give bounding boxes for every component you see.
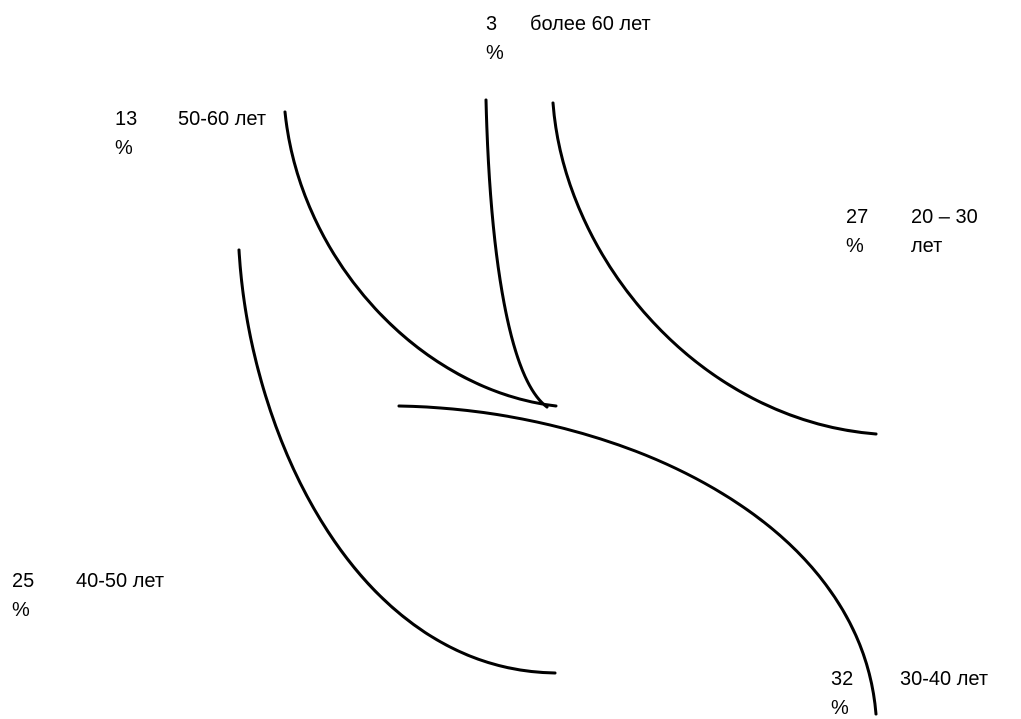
unit-label-over-60: % (486, 42, 504, 64)
value-label-20-30: 27 (846, 206, 868, 228)
leader-line-30-40 (397, 404, 878, 716)
value-label-50-60: 13 (115, 108, 137, 130)
leader-lines (237, 98, 878, 716)
value-label-40-50: 25 (12, 570, 34, 592)
category-label-30-40: 30-40 лет (900, 668, 988, 690)
unit-label-40-50: % (12, 599, 30, 621)
category-label-over-60: более 60 лет (530, 13, 651, 35)
unit-label-50-60: % (115, 137, 133, 159)
unit-label-20-30: % (846, 235, 864, 257)
leader-line-50-60 (283, 110, 558, 408)
value-label-over-60: 3 (486, 13, 497, 35)
value-label-30-40: 32 (831, 668, 853, 690)
data-labels: 27% 20 – 30 лет 32% 30-40 лет 25% 40-50 лет 13%… (12, 13, 988, 719)
category-label-40-50: 40-50 лет (76, 570, 164, 592)
category-label-50-60: 50-60 лет (178, 108, 266, 130)
leader-line-20-30 (551, 101, 878, 436)
leader-line-over-60 (484, 98, 549, 409)
category-label-20-30: 20 – 30 (911, 206, 978, 228)
leader-line-40-50 (237, 248, 557, 675)
category-label-20-30-line2: лет (911, 235, 942, 257)
unit-label-30-40: % (831, 697, 849, 719)
